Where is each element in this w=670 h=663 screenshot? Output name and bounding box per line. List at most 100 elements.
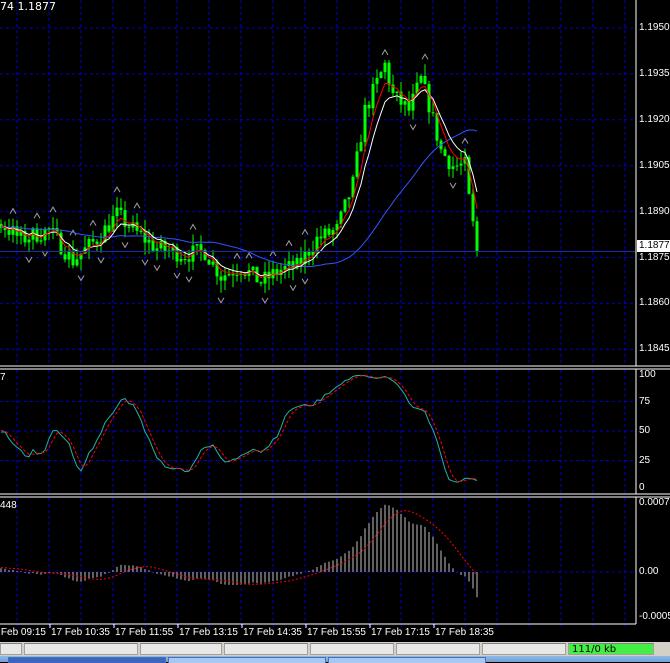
- candle-body: [419, 75, 423, 83]
- fractal-up-icon: [49, 206, 57, 213]
- candle-body: [75, 259, 79, 266]
- candle-body: [219, 276, 223, 281]
- candle-body: [115, 207, 119, 217]
- candle-body: [455, 165, 459, 167]
- macd-tick: 0.00: [639, 566, 659, 577]
- candle-body: [7, 229, 11, 235]
- fractal-up-icon: [113, 186, 121, 193]
- candle-body: [175, 247, 179, 262]
- price-tick: 1.1920: [639, 113, 670, 125]
- candle-body: [147, 239, 151, 243]
- fractal-down-icon: [141, 259, 149, 266]
- price-tick: 1.1950: [639, 22, 670, 33]
- current-price-label: 1.1877: [637, 240, 670, 252]
- candle-body: [19, 231, 23, 236]
- candle-body: [347, 197, 351, 200]
- candle-body: [383, 62, 387, 73]
- candle-body: [407, 101, 411, 111]
- candle-body: [471, 193, 475, 222]
- candle-body: [423, 75, 427, 85]
- candle-body: [139, 230, 143, 232]
- price-tick: 1.1875: [639, 251, 670, 263]
- candle-body: [415, 82, 419, 94]
- moving-average-fast: [0, 82, 478, 279]
- candle-body: [39, 240, 43, 242]
- candle-body: [299, 257, 303, 265]
- candle-body: [371, 83, 375, 109]
- fractal-up-icon: [89, 219, 97, 226]
- candle-body: [459, 163, 463, 166]
- candle-body: [203, 250, 207, 260]
- time-tick: 17 Feb 10:35: [51, 627, 110, 638]
- taskbar-button[interactable]: [8, 657, 166, 663]
- fractal-down-icon: [289, 285, 297, 292]
- taskbar-button[interactable]: [328, 657, 486, 663]
- connection-status: 111/0 kb: [568, 643, 654, 655]
- status-cell: [24, 643, 138, 655]
- candle-body: [287, 261, 291, 266]
- time-tick: 17 Feb 13:15: [179, 627, 238, 638]
- candle-body: [323, 228, 327, 239]
- fractal-up-icon: [33, 212, 41, 219]
- time-tick: 17 Feb 17:15: [371, 627, 430, 638]
- symbol-info: 74 1.1877: [0, 0, 56, 13]
- stochastic-tick: 25: [639, 454, 651, 466]
- fractal-down-icon: [121, 242, 129, 249]
- fractal-down-icon: [261, 297, 269, 304]
- fractal-down-icon: [449, 182, 457, 189]
- candle-body: [451, 166, 455, 169]
- macd-tick: -0.0005: [639, 610, 670, 622]
- time-tick: 17 Feb 14:35: [243, 627, 302, 638]
- candle-body: [391, 84, 395, 93]
- candle-body: [55, 227, 59, 233]
- status-cell: [0, 643, 22, 655]
- fractal-up-icon: [69, 229, 77, 236]
- fractal-up-icon: [245, 252, 253, 259]
- candle-body: [187, 259, 191, 262]
- candle-body: [395, 91, 399, 93]
- price-tick: 1.1845: [639, 343, 670, 355]
- candle-body: [143, 231, 147, 243]
- candle-body: [163, 241, 167, 252]
- candle-body: [355, 151, 359, 177]
- price-tick: 1.1890: [639, 205, 670, 217]
- candle-body: [195, 244, 199, 246]
- fractal-up-icon: [285, 239, 293, 247]
- candle-body: [119, 207, 123, 210]
- candle-body: [127, 226, 131, 228]
- fractal-down-icon: [409, 124, 417, 131]
- candle-body: [311, 251, 315, 256]
- status-cell: [224, 643, 308, 655]
- stochastic-tick: 0: [639, 482, 645, 493]
- status-cell: [140, 643, 222, 655]
- time-tick: 17 Feb 15:55: [307, 627, 366, 638]
- moving-average-mid: [0, 89, 478, 277]
- candle-body: [155, 248, 159, 251]
- candle-body: [351, 176, 355, 198]
- price-chart[interactable]: [0, 0, 670, 642]
- candle-body: [135, 222, 139, 231]
- fractal-down-icon: [25, 256, 33, 264]
- taskbar-button[interactable]: [168, 657, 326, 663]
- candle-body: [71, 251, 75, 266]
- candle-body: [11, 226, 15, 235]
- candle-body: [331, 230, 335, 235]
- status-cell: [310, 643, 394, 655]
- fractal-up-icon: [461, 137, 469, 144]
- price-tick: 1.1905: [639, 159, 670, 171]
- time-tick: 17 Feb 18:35: [435, 627, 494, 638]
- candle-body: [291, 261, 295, 269]
- stochastic-label: 7: [0, 372, 6, 383]
- fractal-down-icon: [173, 272, 181, 279]
- candle-body: [107, 225, 111, 232]
- time-tick: 17 Feb 09:15: [0, 627, 46, 638]
- candle-body: [123, 209, 127, 227]
- time-tick: 17 Feb 11:55: [115, 627, 174, 638]
- fractal-up-icon: [9, 207, 17, 214]
- fractal-up-icon: [133, 202, 141, 209]
- candle-body: [307, 251, 311, 256]
- candle-body: [367, 104, 371, 109]
- fractal-up-icon: [301, 228, 309, 235]
- candle-body: [27, 239, 31, 243]
- candle-body: [359, 142, 363, 152]
